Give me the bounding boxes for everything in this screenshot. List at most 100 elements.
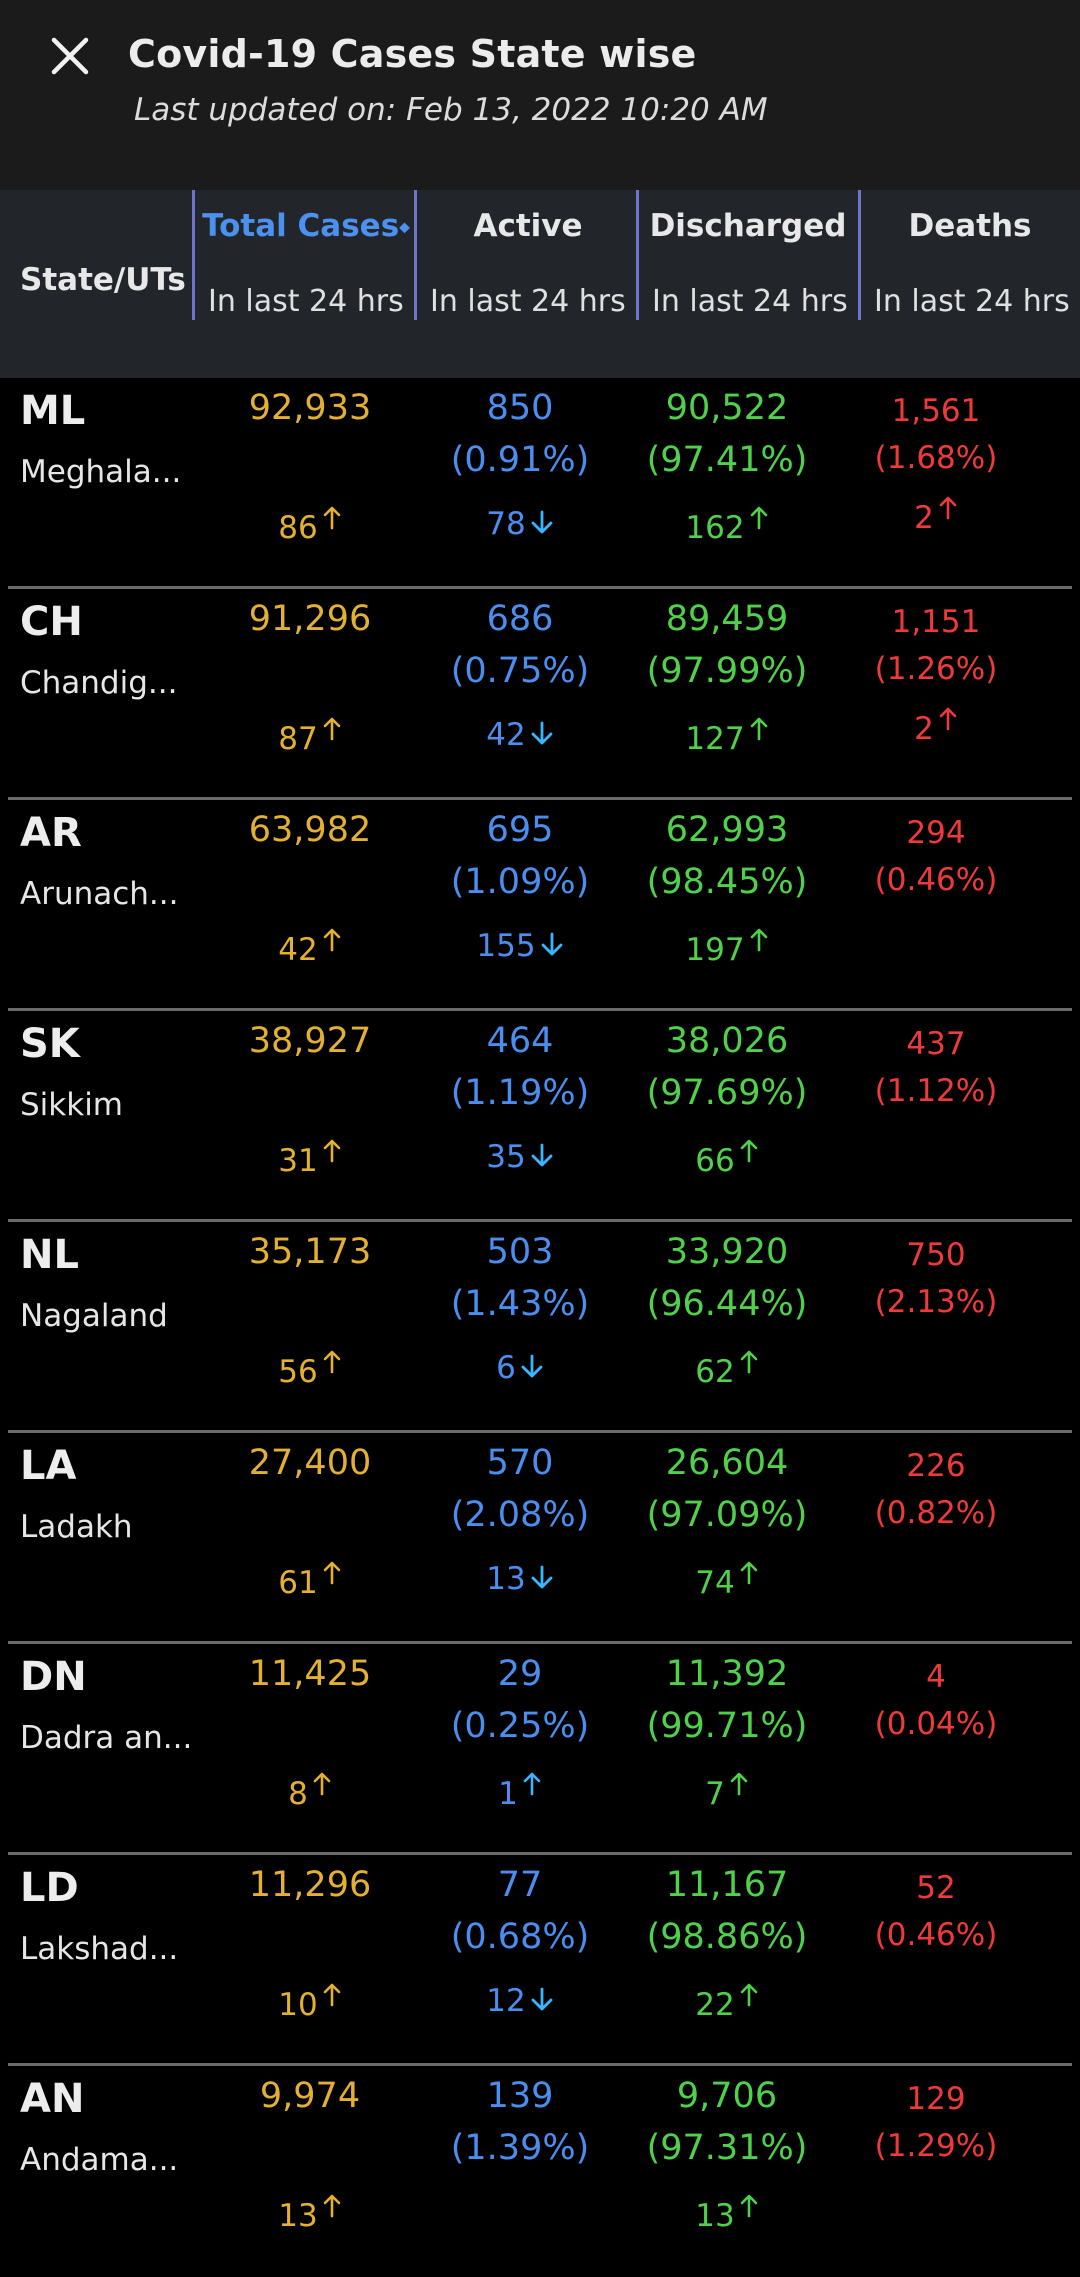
active-value: 850 (486, 388, 554, 428)
table-header: State/UTs Total Cases◆ In last 24 hrs Ac… (0, 190, 1080, 378)
arrow-down-icon (516, 1350, 544, 1386)
state-code: NL (20, 1232, 79, 1278)
table-row[interactable]: AR Arunach... 63,982 42 695 (1.09%) 155 62,993 (… (0, 800, 1080, 1011)
discharged-delta: 62 (617, 1350, 837, 1390)
column-header-total-cases[interactable]: Total Cases◆ (202, 208, 410, 244)
column-header-active[interactable]: Active (473, 208, 583, 244)
deaths-delta: 2 (826, 707, 1046, 747)
state-name: Sikkim (20, 1087, 124, 1123)
discharged-percent: (96.44%) (646, 1284, 808, 1324)
arrow-up-icon (745, 928, 769, 968)
state-name: Lakshad... (20, 1931, 179, 1967)
close-button[interactable] (44, 30, 96, 82)
arrow-down-icon (526, 1983, 554, 2019)
total-cases-delta: 87 (200, 717, 420, 757)
discharged-delta: 162 (617, 506, 837, 546)
column-header-state[interactable]: State/UTs (20, 262, 186, 298)
table-row[interactable]: ML Meghala... 92,933 86 850 (0.91%) 78 90,522 (9… (0, 378, 1080, 589)
discharged-percent: (97.99%) (646, 651, 808, 691)
total-cases-value: 35,173 (248, 1232, 372, 1272)
active-value: 570 (486, 1443, 554, 1483)
total-cases-value: 11,296 (248, 1865, 372, 1905)
column-divider (414, 190, 417, 320)
active-percent: (1.43%) (450, 1284, 590, 1324)
state-code: LA (20, 1443, 77, 1489)
discharged-value: 11,167 (665, 1865, 789, 1905)
state-name: Dadra an... (20, 1720, 193, 1756)
table-row[interactable]: DN Dadra an... 11,425 8 29 (0.25%) 1 11,392 (99.… (0, 1644, 1080, 1855)
table-row[interactable]: LD Lakshad... 11,296 10 77 (0.68%) 12 11,167 (98… (0, 1855, 1080, 2066)
active-value: 77 (497, 1865, 543, 1905)
arrow-up-icon (735, 1561, 759, 1601)
table-row[interactable]: NL Nagaland 35,173 56 503 (1.43%) 6 33,920 (96.4… (0, 1222, 1080, 1433)
deaths-value: 1,561 (891, 393, 981, 429)
arrow-up-icon (745, 717, 769, 757)
deaths-value: 129 (906, 2081, 966, 2117)
total-cases-delta: 61 (200, 1561, 420, 1601)
total-cases-value: 27,400 (248, 1443, 372, 1483)
state-name: Nagaland (20, 1298, 168, 1334)
discharged-value: 9,706 (676, 2076, 778, 2116)
active-percent: (2.08%) (450, 1495, 590, 1535)
arrow-up-icon (735, 1350, 759, 1390)
deaths-percent: (0.82%) (874, 1495, 998, 1531)
discharged-delta: 22 (617, 1983, 837, 2023)
table-row[interactable]: LA Ladakh 27,400 61 570 (2.08%) 13 26,604 (97.09… (0, 1433, 1080, 1644)
arrow-up-icon (745, 506, 769, 546)
discharged-percent: (97.31%) (646, 2128, 808, 2168)
state-name: Chandig... (20, 665, 178, 701)
state-code: AR (20, 810, 82, 856)
arrow-down-icon (526, 506, 554, 542)
table-row[interactable]: AN Andama... 9,974 13 139 (1.39%) 9,706 (97.31%… (0, 2066, 1080, 2277)
active-delta: 13 (410, 1561, 630, 1597)
discharged-percent: (98.45%) (646, 862, 808, 902)
sort-indicator-icon: ◆ (399, 219, 410, 236)
last-updated-text: Last updated on: Feb 13, 2022 10:20 AM (134, 92, 768, 128)
total-cases-value: 63,982 (248, 810, 372, 850)
arrow-up-icon (318, 506, 342, 546)
state-code: SK (20, 1021, 80, 1067)
table-row[interactable]: CH Chandig... 91,296 87 686 (0.75%) 42 89,459 (9… (0, 589, 1080, 800)
deaths-percent: (1.68%) (874, 440, 998, 476)
active-percent: (0.91%) (450, 440, 590, 480)
row-divider (8, 797, 1072, 800)
arrow-down-icon (526, 717, 554, 753)
arrow-up-icon (308, 1772, 332, 1812)
arrow-up-icon (318, 1350, 342, 1390)
active-value: 503 (486, 1232, 554, 1272)
arrow-up-icon (318, 1983, 342, 2023)
arrow-up-icon (518, 1772, 542, 1812)
deaths-value: 750 (906, 1237, 966, 1273)
active-percent: (0.75%) (450, 651, 590, 691)
discharged-delta: 7 (617, 1772, 837, 1812)
deaths-percent: (0.04%) (874, 1706, 998, 1742)
discharged-value: 62,993 (665, 810, 789, 850)
active-value: 464 (486, 1021, 554, 1061)
app-bar: Covid-19 Cases State wise Last updated o… (0, 0, 1080, 190)
state-code: LD (20, 1865, 79, 1911)
total-cases-delta: 10 (200, 1983, 420, 2023)
discharged-delta: 66 (617, 1139, 837, 1179)
arrow-up-icon (318, 1561, 342, 1601)
arrow-up-icon (735, 1139, 759, 1179)
deaths-value: 226 (906, 1448, 966, 1484)
active-percent: (0.25%) (450, 1706, 590, 1746)
row-divider (8, 2063, 1072, 2066)
column-header-discharged[interactable]: Discharged (649, 208, 847, 244)
deaths-percent: (1.26%) (874, 651, 998, 687)
active-delta: 155 (410, 928, 630, 964)
total-cases-delta: 8 (200, 1772, 420, 1812)
close-icon (51, 37, 89, 75)
arrow-up-icon (318, 717, 342, 757)
discharged-value: 26,604 (665, 1443, 789, 1483)
deaths-percent: (1.12%) (874, 1073, 998, 1109)
column-subheader-discharged: In last 24 hrs (652, 284, 848, 319)
column-header-deaths[interactable]: Deaths (908, 208, 1032, 244)
deaths-percent: (0.46%) (874, 1917, 998, 1953)
active-percent: (1.19%) (450, 1073, 590, 1113)
active-delta: 78 (410, 506, 630, 542)
arrow-up-icon (934, 707, 958, 747)
deaths-percent: (1.29%) (874, 2128, 998, 2164)
state-name: Ladakh (20, 1509, 133, 1545)
table-row[interactable]: SK Sikkim 38,927 31 464 (1.19%) 35 38,026 (97.69… (0, 1011, 1080, 1222)
